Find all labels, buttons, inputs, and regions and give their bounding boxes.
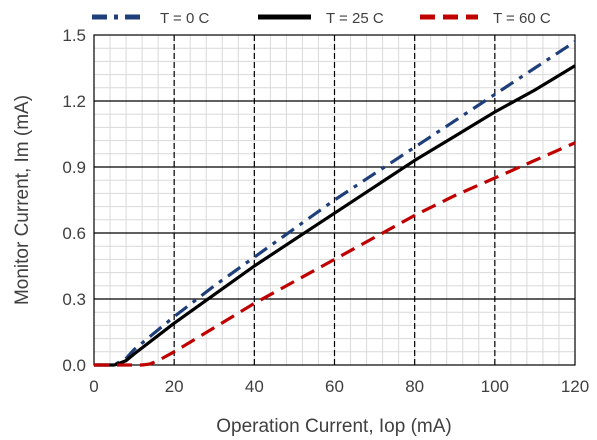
x-tick-label: 40 <box>245 377 264 396</box>
y-tick-label: 1.2 <box>62 92 86 111</box>
plot-frame <box>93 34 576 366</box>
series-line-1 <box>94 64 576 367</box>
legend-label-t60: T = 60 C <box>493 10 551 27</box>
series-line-0 <box>94 40 576 367</box>
y-tick-labels: 0.0 0.3 0.6 0.9 1.2 1.5 <box>62 26 86 375</box>
legend-label-t0: T = 0 C <box>160 10 209 27</box>
x-tick-label: 0 <box>89 377 98 396</box>
x-tick-label: 20 <box>165 377 184 396</box>
y-tick-label: 0.3 <box>62 290 86 309</box>
x-tick-label: 80 <box>405 377 424 396</box>
series-line-2 <box>94 141 576 367</box>
legend-entry-1: T = 25 C <box>258 10 384 27</box>
legend-label-t25: T = 25 C <box>326 10 384 27</box>
y-axis-title: Monitor Current, Im (mA) <box>12 95 33 305</box>
legend-entry-2: T = 60 C <box>420 10 551 27</box>
y-tick-label: 1.5 <box>62 26 86 45</box>
legend-entry-0: T = 0 C <box>92 10 209 27</box>
x-tick-label: 100 <box>481 377 509 396</box>
series-layer <box>94 40 576 367</box>
x-tick-label: 120 <box>561 377 589 396</box>
y-tick-label: 0.9 <box>62 158 86 177</box>
x-tick-label: 60 <box>325 377 344 396</box>
y-tick-label: 0.6 <box>62 224 86 243</box>
x-axis-title: Operation Current, Iop (mA) <box>216 416 451 437</box>
x-tick-labels: 0 20 40 60 80 100 120 <box>89 377 589 396</box>
legend: T = 0 C T = 25 C T = 60 C <box>92 10 551 27</box>
y-tick-label: 0.0 <box>62 356 86 375</box>
major-grid <box>94 35 575 365</box>
